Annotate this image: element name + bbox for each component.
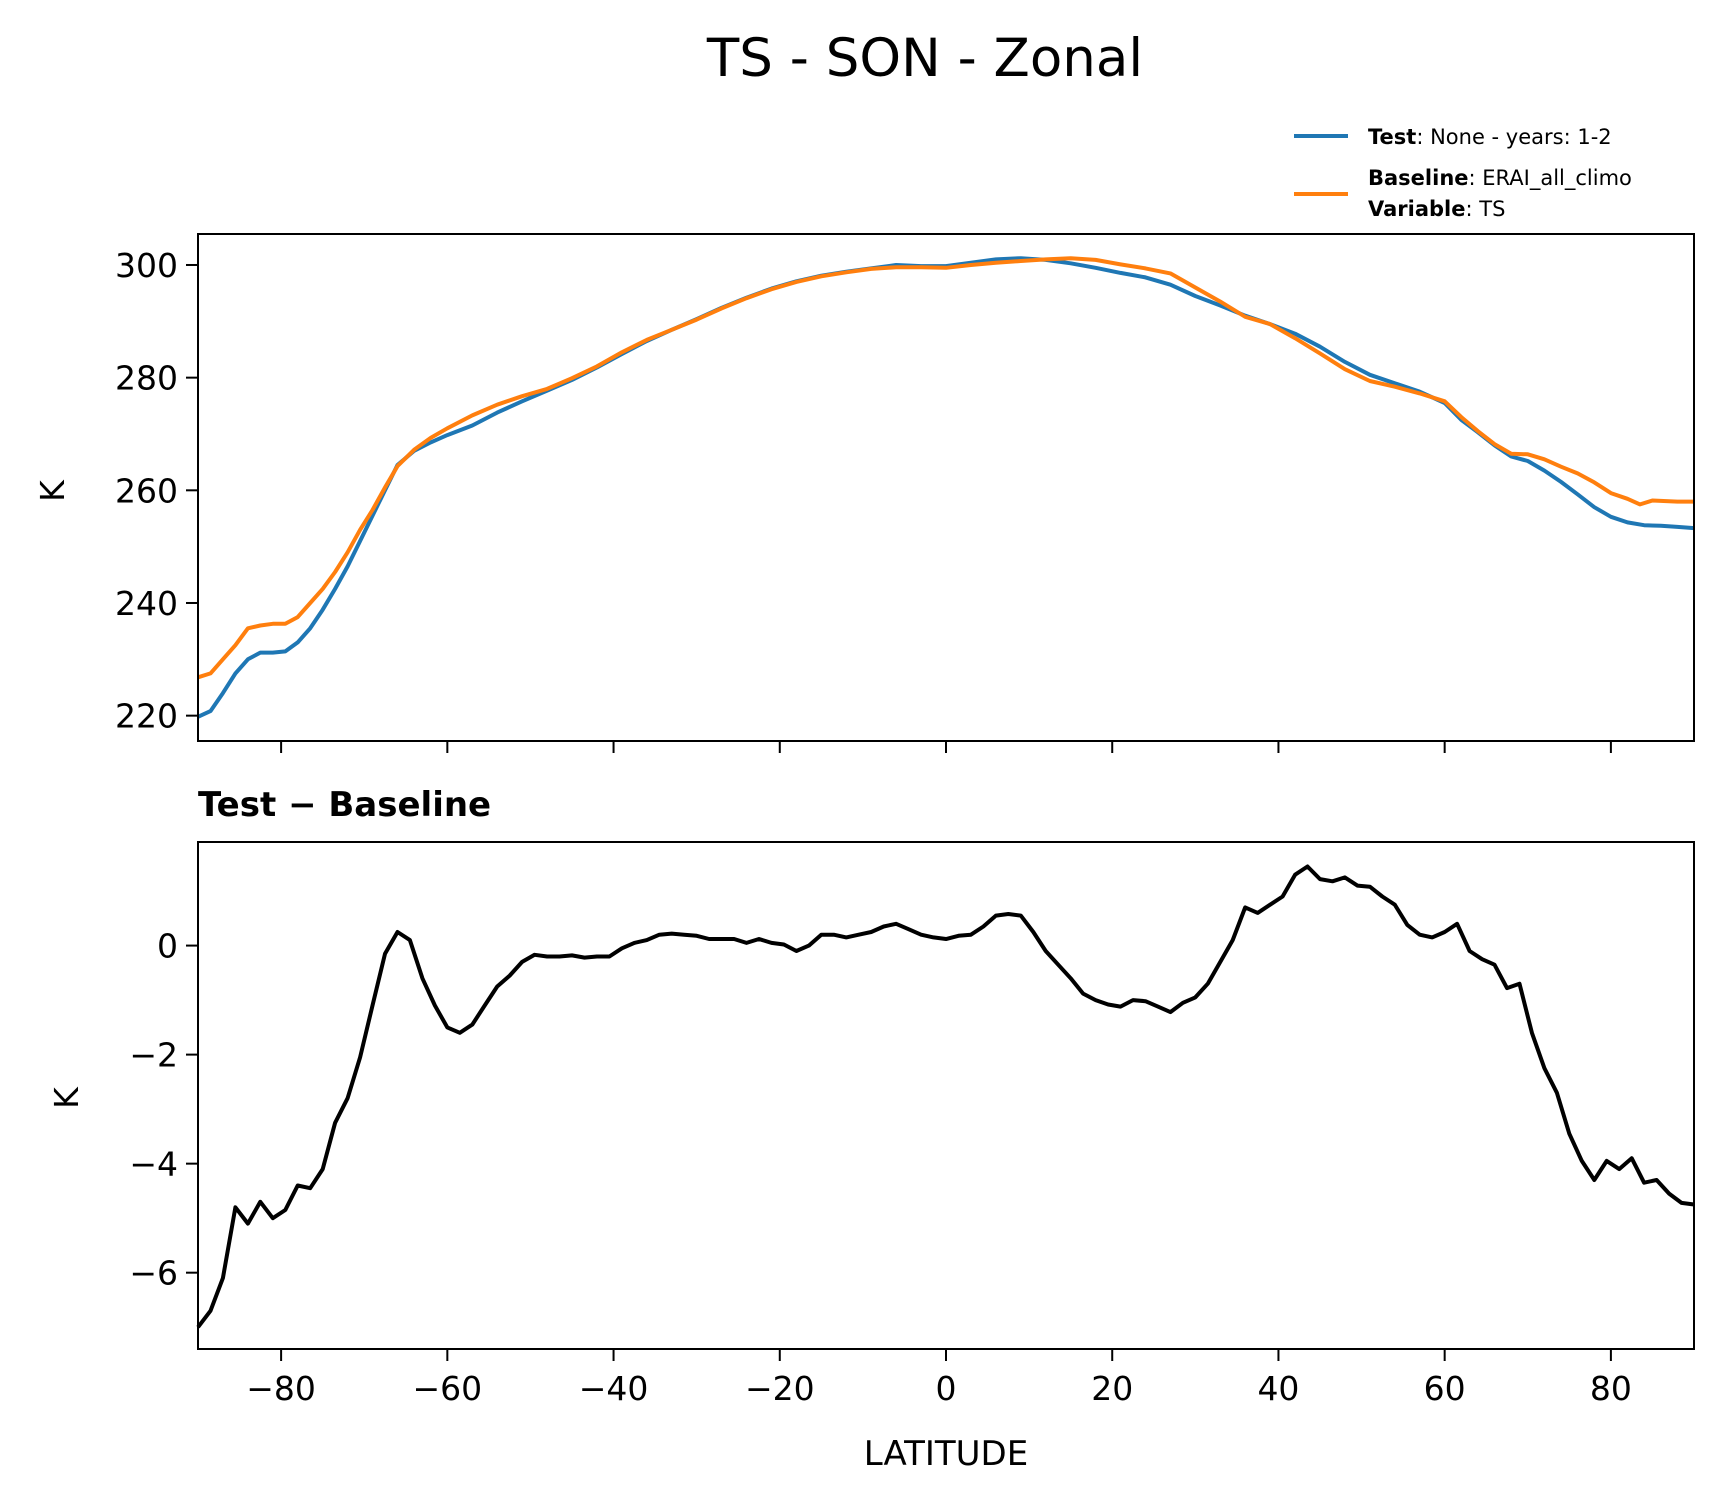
y-tick-label: 300 (115, 246, 178, 285)
y-tick-label: 220 (115, 697, 178, 736)
bottom-x-axis: −80 −60 −40 −20 0 20 40 60 80 (246, 1349, 1632, 1408)
bottom-y-axis-label: K (47, 1086, 86, 1109)
top-x-ticks (280, 741, 1612, 753)
legend-variable-name: Variable (1368, 197, 1465, 221)
legend-baseline-label: Baseline: ERAI_all_climo (1368, 166, 1632, 191)
legend-test-label: Test: None - years: 1-2 (1368, 125, 1612, 149)
difference-line (196, 864, 1695, 1329)
legend: Test: None - years: 1-2 Baseline: ERAI_a… (1294, 125, 1632, 221)
y-tick-label: −4 (129, 1145, 178, 1184)
legend-test-name: Test (1368, 125, 1416, 149)
bottom-y-axis: −6 −4 −2 0 (129, 927, 198, 1293)
x-tick-label: −40 (579, 1369, 649, 1408)
y-tick-label: 0 (157, 927, 178, 966)
x-tick-label: 60 (1424, 1369, 1466, 1408)
legend-variable-label: Variable: TS (1368, 197, 1505, 221)
x-tick-label: −80 (246, 1369, 316, 1408)
bottom-panel: Test − Baseline −6−4−20 −80 −60 −40 −20 0 20 4… (47, 785, 1695, 1474)
y-tick-label: −2 (129, 1036, 178, 1075)
x-tick-label: 20 (1091, 1369, 1133, 1408)
y-tick-label: 280 (115, 359, 178, 398)
x-tick-label: 0 (936, 1369, 957, 1408)
top-y-axis: 220 240 260 280 300 (115, 246, 198, 736)
legend-baseline-name: Baseline (1368, 166, 1469, 190)
top-panel: 220 240 260 280 300 K (33, 233, 1695, 753)
y-tick-label: −6 (129, 1254, 178, 1293)
top-y-axis-label: K (33, 479, 72, 502)
series-line-baseline (197, 256, 1694, 680)
x-tick-label: 40 (1257, 1369, 1299, 1408)
y-tick-label: 260 (115, 471, 178, 510)
bottom-x-axis-label: LATITUDE (864, 1434, 1028, 1474)
x-tick-label: 80 (1590, 1369, 1632, 1408)
figure-title: TS - SON - Zonal (706, 28, 1143, 89)
y-tick-label: 240 (115, 584, 178, 623)
legend-test-detail: : None - years: 1-2 (1416, 125, 1611, 149)
legend-baseline-detail: : ERAI_all_climo (1469, 166, 1632, 191)
legend-variable-detail: : TS (1465, 197, 1505, 221)
top-series-lines (197, 256, 1695, 719)
x-tick-label: −60 (413, 1369, 483, 1408)
bottom-series-lines (196, 864, 1695, 1329)
x-tick-label: −20 (745, 1369, 815, 1408)
bottom-panel-title: Test − Baseline (198, 785, 491, 825)
